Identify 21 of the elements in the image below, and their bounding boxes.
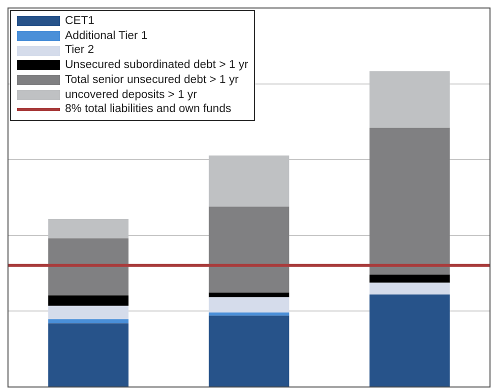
bar — [370, 294, 450, 386]
legend-label: Total senior unsecured debt > 1 yr — [65, 72, 239, 88]
bar — [208, 206, 290, 293]
bar — [208, 297, 290, 312]
bar — [48, 238, 128, 296]
bar — [48, 295, 128, 306]
legend-label: Unsecured subordinated debt > 1 yr — [65, 58, 248, 73]
bar — [370, 282, 450, 294]
bar — [48, 323, 128, 386]
bar — [48, 319, 128, 324]
bar — [208, 292, 290, 298]
legend-label: Additional Tier 1 — [65, 28, 148, 44]
legend-label: CET1 — [65, 14, 94, 29]
legend-label: uncovered deposits > 1 yr — [65, 88, 198, 102]
bar — [208, 316, 290, 386]
legend-label: Tier 2 — [65, 43, 94, 58]
bar — [48, 306, 128, 320]
legend-label: 8% total liabilities and own funds — [65, 102, 232, 117]
bar — [208, 312, 290, 316]
bar — [370, 274, 450, 283]
bar — [370, 128, 450, 275]
